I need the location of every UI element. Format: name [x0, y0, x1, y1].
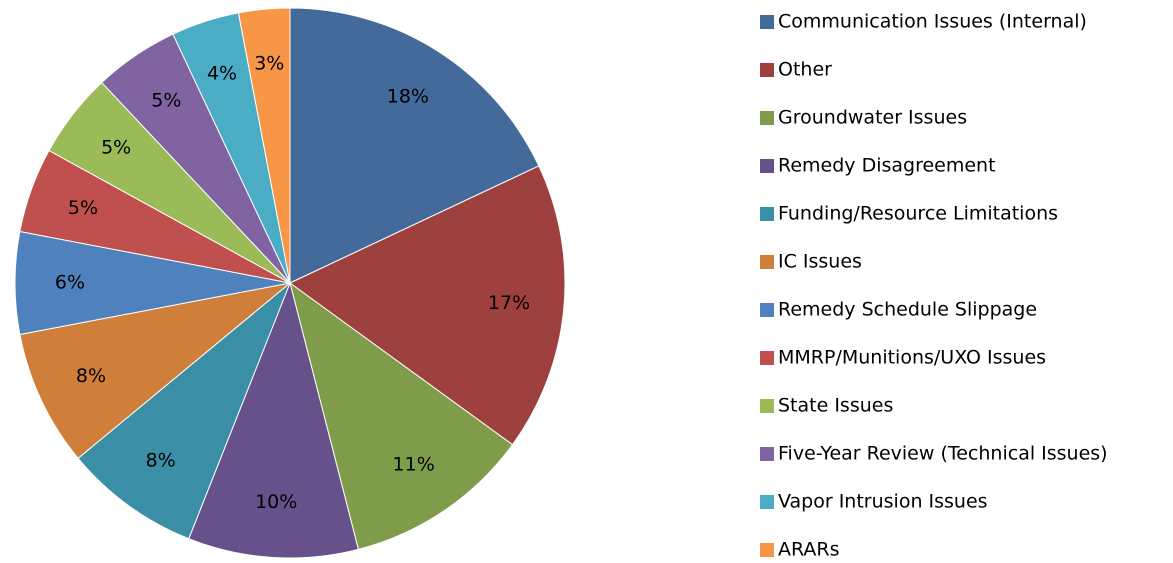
data-label: 5%	[68, 197, 98, 219]
data-label: 6%	[55, 272, 85, 294]
data-label: 17%	[488, 292, 530, 314]
legend-label: Groundwater Issues	[778, 107, 967, 129]
legend-label: State Issues	[778, 395, 893, 417]
legend-swatch	[760, 63, 774, 77]
pie-slice	[188, 281, 359, 559]
pie-slice	[19, 282, 291, 459]
legend-label: Communication Issues (Internal)	[778, 11, 1087, 33]
legend-swatch	[760, 399, 774, 413]
data-label: 3%	[254, 52, 284, 74]
legend-swatch	[760, 207, 774, 221]
legend-label: Funding/Resource Limitations	[778, 203, 1058, 225]
data-label: 8%	[76, 365, 106, 387]
data-label: 4%	[207, 62, 237, 84]
pie-slice	[289, 165, 566, 446]
legend-label: MMRP/Munitions/UXO Issues	[778, 347, 1046, 369]
legend-swatch	[760, 543, 774, 557]
legend-label: Five-Year Review (Technical Issues)	[778, 443, 1108, 465]
legend-swatch	[760, 303, 774, 317]
legend-label: Remedy Disagreement	[778, 155, 996, 177]
data-label: 18%	[387, 86, 429, 108]
data-label: 10%	[255, 491, 297, 513]
data-label: 5%	[151, 90, 181, 112]
pie-slice	[289, 7, 540, 284]
pie-slice	[77, 282, 291, 540]
pie-slice	[289, 281, 514, 550]
data-label: 5%	[101, 137, 131, 159]
data-label: 8%	[146, 449, 176, 471]
legend-label: ARARs	[778, 539, 840, 561]
legend-label: Other	[778, 59, 832, 81]
legend-swatch	[760, 15, 774, 29]
legend-swatch	[760, 159, 774, 173]
pie-slice	[237, 7, 291, 284]
legend-label: IC Issues	[778, 251, 862, 273]
data-label: 11%	[393, 453, 435, 475]
legend-swatch	[760, 495, 774, 509]
legend-swatch	[760, 447, 774, 461]
legend-label: Remedy Schedule Slippage	[778, 299, 1037, 321]
legend-swatch	[760, 111, 774, 125]
legend-label: Vapor Intrusion Issues	[778, 491, 988, 513]
legend-swatch	[760, 351, 774, 365]
legend-swatch	[760, 255, 774, 269]
